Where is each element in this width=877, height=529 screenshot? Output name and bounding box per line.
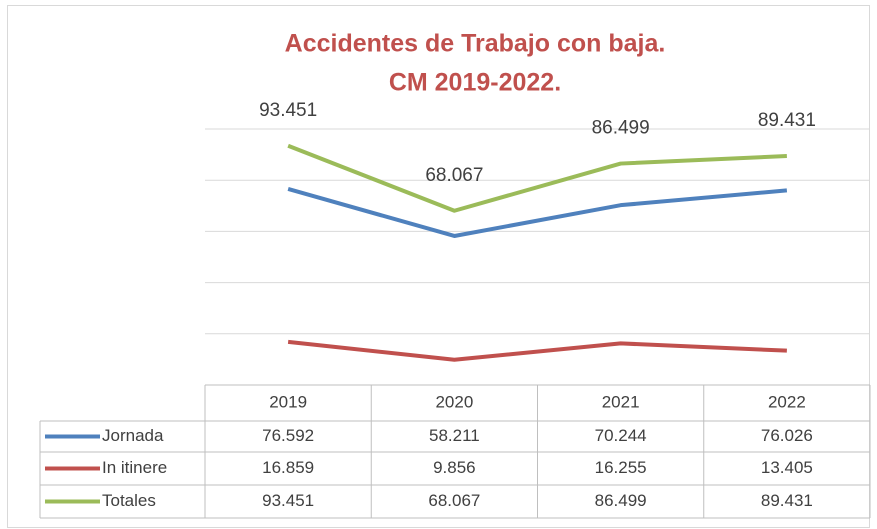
table-cell: 76.026 <box>761 426 813 445</box>
table-cell: 86.499 <box>595 491 647 510</box>
table-cell: 16.859 <box>262 458 314 477</box>
table-cell: 13.405 <box>761 458 813 477</box>
legend-label: Totales <box>102 491 156 510</box>
table-cell: 9.856 <box>433 458 476 477</box>
x-tick-label: 2022 <box>768 392 806 411</box>
data-label: 89.431 <box>758 110 816 131</box>
data-label: 93.451 <box>259 100 317 121</box>
table-cell: 68.067 <box>428 491 480 510</box>
table-cell: 93.451 <box>262 491 314 510</box>
series-line <box>287 143 787 213</box>
x-tick-label: 2019 <box>269 392 307 411</box>
data-label: 86.499 <box>592 118 650 139</box>
table-cell: 58.211 <box>429 426 480 445</box>
series-line <box>287 339 787 362</box>
legend-label: Jornada <box>102 426 164 445</box>
x-tick-label: 2021 <box>602 392 640 411</box>
chart-border <box>7 5 870 528</box>
table-cell: 70.244 <box>595 426 647 445</box>
series-line <box>287 186 788 238</box>
chart-title: CM 2019-2022. <box>389 69 561 97</box>
table-cell: 89.431 <box>761 491 813 510</box>
legend-label: In itinere <box>102 458 167 477</box>
data-label: 68.067 <box>425 165 483 186</box>
chart-title: Accidentes de Trabajo con baja. <box>285 30 666 58</box>
table-cell: 76.592 <box>262 426 314 445</box>
table-cell: 16.255 <box>595 458 647 477</box>
x-tick-label: 2020 <box>435 392 473 411</box>
